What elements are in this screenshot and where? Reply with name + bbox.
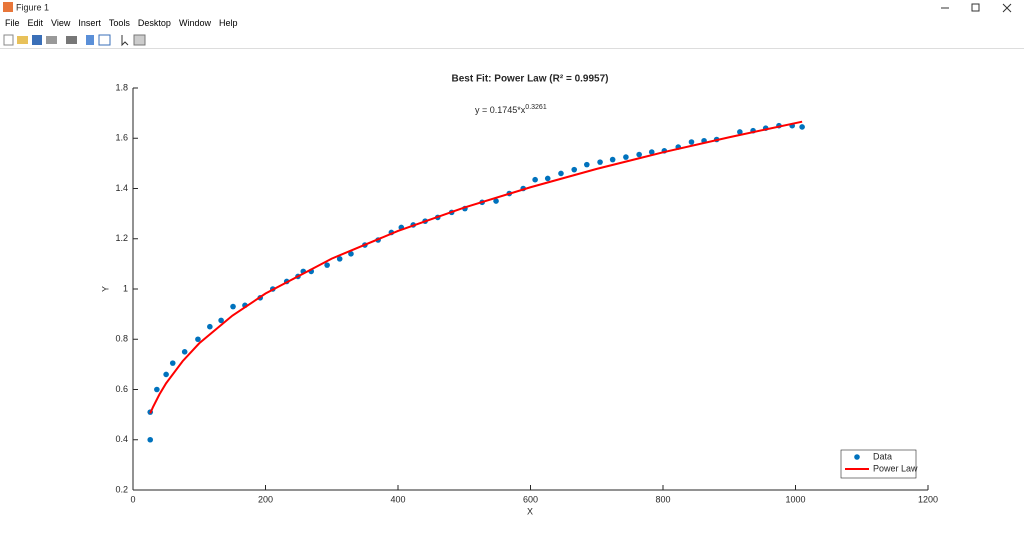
toolbar xyxy=(0,31,1024,49)
y-tick-label: 0.6 xyxy=(115,384,128,394)
y-tick-label: 0.4 xyxy=(115,434,128,444)
x-tick-label: 600 xyxy=(523,494,538,504)
x-axis-label: X xyxy=(527,506,533,516)
data-point xyxy=(207,323,213,330)
app-icon xyxy=(3,2,13,12)
fit-line xyxy=(149,120,803,414)
data-point xyxy=(544,175,551,182)
data-point xyxy=(584,161,590,168)
y-tick-label: 1.4 xyxy=(115,183,128,193)
y-tick-label: 0.2 xyxy=(115,484,128,494)
data-point xyxy=(154,386,160,393)
x-tick-label: 1200 xyxy=(918,494,938,504)
data-point xyxy=(195,336,201,343)
annotation-base: y = 0.1745*x xyxy=(475,105,526,115)
data-point xyxy=(799,124,805,130)
data-point xyxy=(737,129,743,135)
data-point xyxy=(597,159,603,165)
legend-label: Power Law xyxy=(873,463,918,473)
annotation: y = 0.1745*x0.3261 xyxy=(475,104,547,116)
x-tick-label: 400 xyxy=(390,494,405,504)
plot-area xyxy=(133,88,928,490)
y-tick-label: 0.8 xyxy=(115,334,128,344)
y-axis-label: Y xyxy=(100,286,110,292)
data-point xyxy=(558,170,564,177)
data-point xyxy=(147,436,154,443)
data-point xyxy=(623,154,629,160)
menu-item[interactable]: Edit xyxy=(27,18,44,28)
data-point xyxy=(609,156,616,163)
x-tick-label: 1000 xyxy=(785,494,805,504)
y-tick-label: 1.2 xyxy=(115,233,128,243)
title-bar: Figure 1 xyxy=(0,0,1024,15)
data-point xyxy=(493,198,499,204)
legend-label: Data xyxy=(873,451,892,461)
data-point xyxy=(532,176,538,183)
data-point xyxy=(648,149,655,155)
chart: Best Fit: Power Law (R² = 0.9957) y = 0.… xyxy=(0,49,1024,543)
data-point xyxy=(688,139,695,145)
menu-item[interactable]: Tools xyxy=(108,18,130,28)
data-point xyxy=(230,303,236,310)
y-tick-label: 1.8 xyxy=(115,82,128,92)
x-tick-label: 0 xyxy=(130,494,135,504)
menu-item[interactable]: View xyxy=(51,18,71,28)
data-point xyxy=(163,371,169,378)
menu-bar: File Edit View Insert Tools Desktop Window Help xyxy=(0,15,1024,31)
y-tick-label: 1 xyxy=(123,283,128,293)
data-point xyxy=(181,349,188,355)
close-button[interactable] xyxy=(1002,3,1012,13)
window-title: Figure 1 xyxy=(16,2,49,12)
menu-item[interactable]: Insert xyxy=(78,18,101,28)
toolbar-icons xyxy=(3,34,146,47)
data-point xyxy=(218,317,224,324)
tool-icons[interactable] xyxy=(3,34,146,47)
annotation-exponent: 0.3261 xyxy=(525,104,547,111)
menu-item[interactable]: Window xyxy=(178,18,211,28)
data-point xyxy=(169,360,176,366)
data-point xyxy=(348,251,354,257)
x-tick-label: 800 xyxy=(655,494,670,504)
legend-marker xyxy=(854,454,860,460)
legend-box xyxy=(840,449,917,479)
x-tick-label: 200 xyxy=(258,494,273,504)
chart-title: Best Fit: Power Law (R² = 0.9957) xyxy=(452,74,609,85)
title-bar-graphics: Figure 1 xyxy=(3,2,1012,13)
restore-button[interactable] xyxy=(971,3,980,12)
data-point xyxy=(336,256,343,262)
data-point xyxy=(324,262,330,268)
data-point xyxy=(636,151,642,158)
menu-item[interactable]: Help xyxy=(218,18,238,28)
menu-item[interactable]: Desktop xyxy=(137,18,171,28)
data-point xyxy=(571,166,578,173)
menu-item[interactable]: File xyxy=(5,18,20,28)
y-tick-label: 1.6 xyxy=(115,133,128,143)
